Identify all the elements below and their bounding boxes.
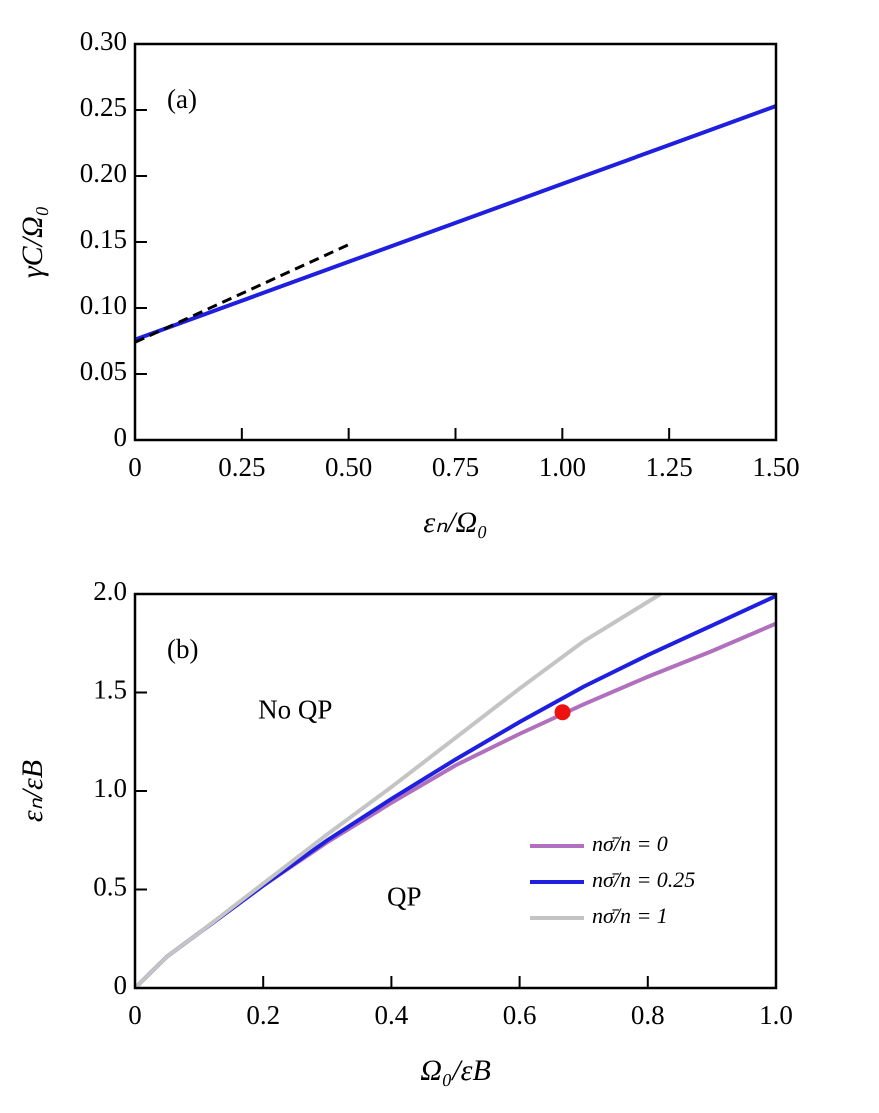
series-line <box>134 104 777 342</box>
x-tick-label: 0.50 <box>325 452 372 482</box>
plot-frame <box>133 592 778 990</box>
x-tick-label: 0.4 <box>375 1000 409 1030</box>
series-line <box>134 243 350 344</box>
x-tick-label: 0.8 <box>631 1000 665 1030</box>
x-axis-label: εₙ/Ω₀ <box>423 506 487 539</box>
series-line <box>133 594 777 990</box>
legend-label: nσ̄/n = 0.25 <box>592 867 695 892</box>
highlight-point <box>554 704 571 721</box>
y-tick-label: 0.5 <box>93 872 127 902</box>
x-tick-label: 0.25 <box>218 452 265 482</box>
y-tick-label: 0.25 <box>80 92 127 122</box>
x-tick-label: 1.0 <box>759 1000 793 1030</box>
x-tick-label: 1.00 <box>539 452 586 482</box>
y-tick-label: 0.05 <box>80 356 127 386</box>
x-tick-label: 0 <box>128 452 142 482</box>
plot-frame <box>133 42 778 442</box>
y-tick-label: 0.30 <box>80 26 127 56</box>
region-label: No QP <box>258 694 332 724</box>
y-axis-label: γC/Ω₀ <box>16 206 49 278</box>
x-tick-label: 0.2 <box>246 1000 280 1030</box>
x-tick-label: 1.25 <box>646 452 693 482</box>
panel-label: (b) <box>167 634 198 664</box>
y-tick-label: 2.0 <box>93 576 127 606</box>
panel-label: (a) <box>167 84 197 114</box>
y-tick-label: 1.5 <box>93 675 127 705</box>
y-axis-label: εₙ/εB <box>16 760 49 822</box>
legend-label: nσ̄/n = 0 <box>592 831 668 856</box>
y-tick-label: 0 <box>114 422 128 452</box>
x-tick-label: 0 <box>128 1000 142 1030</box>
series-line <box>133 592 662 990</box>
y-tick-label: 0 <box>114 970 128 1000</box>
x-tick-label: 0.6 <box>503 1000 537 1030</box>
y-tick-label: 0.15 <box>80 224 127 254</box>
x-axis-label: Ω₀/εB <box>420 1054 491 1087</box>
y-tick-label: 0.20 <box>80 158 127 188</box>
region-label: QP <box>387 882 422 912</box>
series-line <box>133 621 777 990</box>
legend-label: nσ̄/n = 1 <box>592 903 668 928</box>
y-tick-label: 0.10 <box>80 290 127 320</box>
y-tick-label: 1.0 <box>93 773 127 803</box>
x-tick-label: 0.75 <box>432 452 479 482</box>
x-tick-label: 1.50 <box>752 452 799 482</box>
